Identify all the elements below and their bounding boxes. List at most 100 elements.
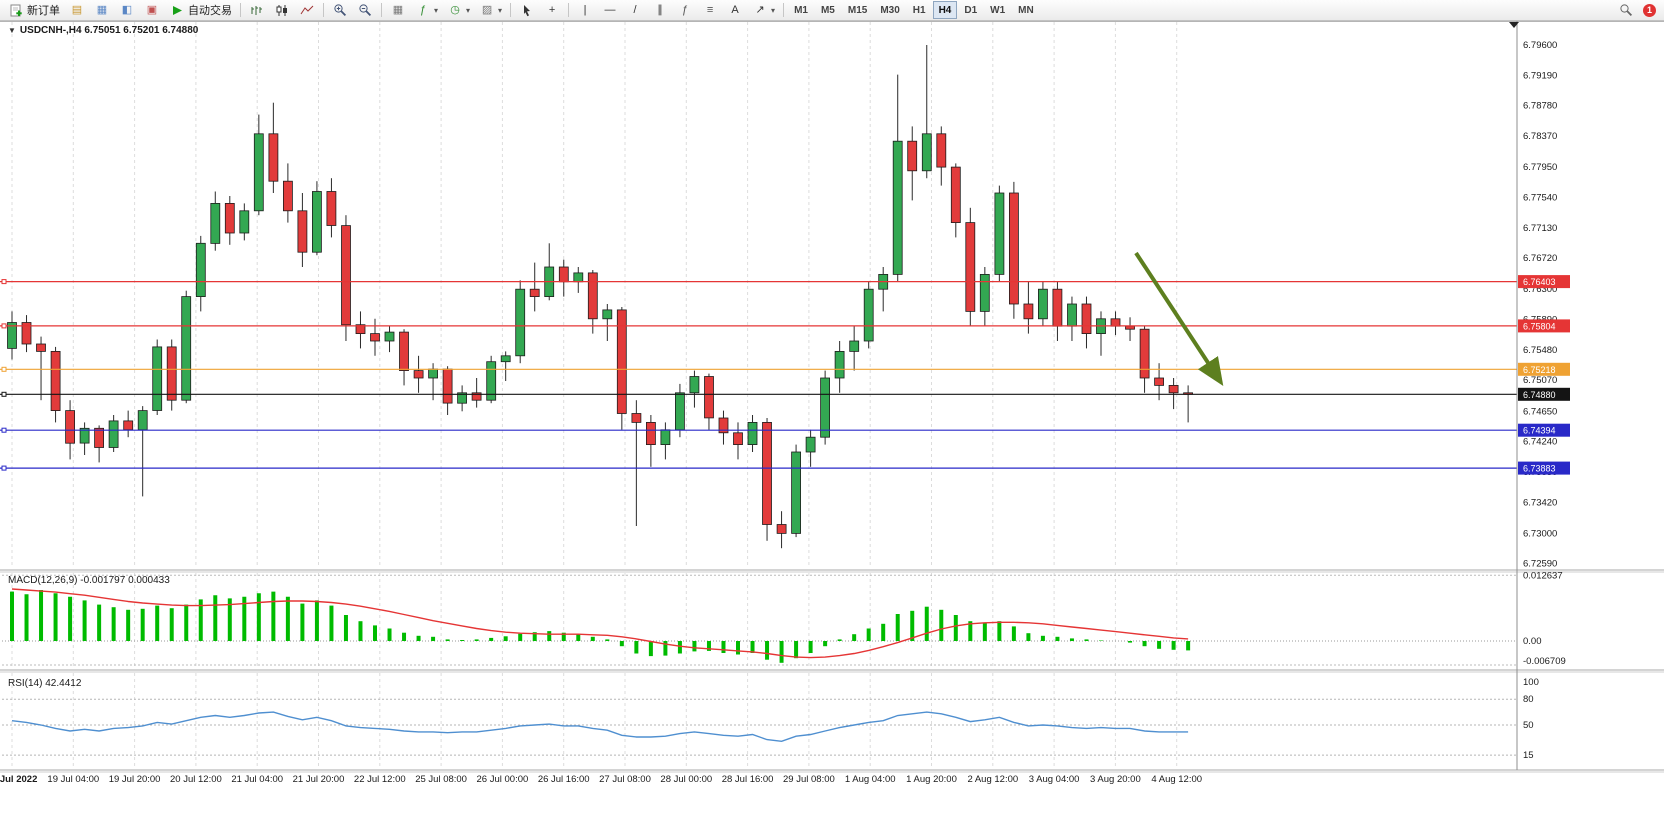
svg-text:6.75218: 6.75218 [1523,365,1556,375]
svg-text:20 Jul 12:00: 20 Jul 12:00 [170,774,222,785]
chart-title: ▼ USDCNH-,H4 6.75051 6.75201 6.74880 [8,25,198,36]
timeframe-w1-button[interactable]: W1 [984,1,1011,19]
auto-trading-button-label: 自动交易 [188,5,232,17]
timeframe-m30-button[interactable]: M30 [874,1,905,19]
text-tool-icon: A [731,3,739,16]
dropdown-caret-icon[interactable]: ▾ [498,5,503,15]
svg-text:1 Aug 04:00: 1 Aug 04:00 [845,774,896,785]
market-watch-icon[interactable]: ▤ [65,1,89,20]
periods-button[interactable]: ◷ ▾ [443,1,474,20]
time-axis[interactable]: 18 Jul 2022 19 Jul 04:00 19 Jul 20:00 20 Ju… [0,774,1202,785]
bar-chart-button[interactable] [245,1,269,20]
scroll-to-end-icon[interactable] [1509,22,1519,28]
alerts-badge[interactable]: 1 [1639,1,1660,20]
svg-text:0.012637: 0.012637 [1523,570,1563,581]
navigator-icon[interactable]: ◧ [115,1,139,20]
terminal-icon: ▣ [146,3,158,16]
line-chart-icon [299,3,315,18]
timeframe-m5-button[interactable]: M5 [815,1,841,19]
svg-text:6.79190: 6.79190 [1523,70,1557,81]
hline-tool-icon: — [604,3,616,16]
timeframe-m15-button[interactable]: M15 [842,1,873,19]
toolbar-separator [381,3,382,17]
line-chart-button[interactable] [295,1,319,20]
svg-text:6.78370: 6.78370 [1523,131,1557,142]
trendline-tool-button[interactable]: / [623,1,647,20]
svg-text:2 Aug 12:00: 2 Aug 12:00 [967,774,1018,785]
svg-text:6.76720: 6.76720 [1523,253,1557,264]
svg-text:1 Aug 20:00: 1 Aug 20:00 [906,774,957,785]
svg-text:100: 100 [1523,677,1539,688]
fibonacci-tool-button[interactable]: ƒ [673,1,697,20]
dropdown-caret-icon[interactable]: ▾ [434,5,439,15]
indicators-button[interactable]: ƒ ▾ [411,1,442,20]
terminal-icon[interactable]: ▣ [140,1,164,20]
price-badge-6.74880 [1518,387,1570,401]
svg-text:19 Jul 20:00: 19 Jul 20:00 [109,774,161,785]
svg-text:29 Jul 08:00: 29 Jul 08:00 [783,774,835,785]
vline-tool-icon: | [583,3,587,16]
hline-handle[interactable] [1,366,7,372]
svg-text:6.75480: 6.75480 [1523,345,1557,356]
auto-trading-icon [169,3,185,18]
timeframe-mn-button[interactable]: MN [1012,1,1040,19]
hline-handle[interactable] [1,427,7,433]
timeframe-m1-button[interactable]: M1 [788,1,814,19]
svg-text:3 Aug 20:00: 3 Aug 20:00 [1090,774,1141,785]
svg-text:26 Jul 16:00: 26 Jul 16:00 [538,774,590,785]
price-axis[interactable]: 6.79600 6.79190 6.78780 6.78370 6.77950 6.775… [1523,40,1557,570]
timeframe-h4-button[interactable]: H4 [932,1,958,19]
templates-button[interactable]: ▨ ▾ [475,1,506,20]
svg-text:15: 15 [1523,750,1534,761]
toolbar-separator [240,3,241,17]
zoom-in-button[interactable] [328,1,352,20]
crosshair-button[interactable]: + [540,1,564,20]
search-icon [1618,3,1634,18]
timeframe-d1-button[interactable]: D1 [958,1,983,19]
rsi-line [11,711,1189,743]
channel-tool-button[interactable]: ∥ [648,1,672,20]
zoom-in-icon [332,3,348,18]
horizontal-line-objects[interactable] [0,279,1517,471]
text-tool-button[interactable]: A [723,1,747,20]
hline-handle[interactable] [1,279,7,285]
market-watch-icon: ▤ [71,3,83,16]
svg-text:50: 50 [1523,720,1534,731]
svg-text:27 Jul 08:00: 27 Jul 08:00 [599,774,651,785]
hline-handle[interactable] [1,323,7,329]
chart-dropdown-icon[interactable]: ▼ [8,26,16,35]
trend-arrow[interactable] [1134,251,1224,387]
auto-trading-button[interactable]: 自动交易 [165,1,236,20]
macd-signal-line [11,588,1189,659]
macd-label: MACD(12,26,9) -0.001797 0.000433 [8,575,170,586]
navigator-icon: ◧ [121,3,133,16]
price-badge-6.76403 [1518,275,1570,289]
search-icon[interactable] [1614,1,1638,20]
hline-handle[interactable] [1,465,7,471]
price-badge-6.75218 [1518,362,1570,376]
hline-tool-button[interactable]: — [598,1,622,20]
dropdown-caret-icon[interactable]: ▾ [466,5,471,15]
hline-handle[interactable] [1,391,7,397]
shapes-tool-button[interactable]: ≡ [698,1,722,20]
svg-text:21 Jul 20:00: 21 Jul 20:00 [293,774,345,785]
cursor-button[interactable] [515,1,539,20]
arrows-tool-button[interactable]: ↗ ▾ [748,1,779,20]
svg-text:6.74650: 6.74650 [1523,406,1557,417]
zoom-out-button[interactable] [353,1,377,20]
macd-axis[interactable]: 0.012637 0.00 -0.006709 [1523,570,1566,667]
data-window-icon: ▦ [96,3,108,16]
svg-text:6.77130: 6.77130 [1523,223,1557,234]
tile-windows-button[interactable]: ▦ [386,1,410,20]
vline-tool-button[interactable]: | [573,1,597,20]
new-order-button[interactable]: 新订单 [4,1,64,20]
dropdown-caret-icon[interactable]: ▾ [771,5,776,15]
svg-text:6.74880: 6.74880 [1523,390,1556,400]
timeframe-h1-button[interactable]: H1 [907,1,932,19]
rsi-axis[interactable]: 100 80 50 15 [1523,677,1539,761]
data-window-icon[interactable]: ▦ [90,1,114,20]
svg-text:18 Jul 2022: 18 Jul 2022 [0,774,37,785]
candlestick-chart-button[interactable] [270,1,294,20]
toolbar-separator [783,3,785,17]
